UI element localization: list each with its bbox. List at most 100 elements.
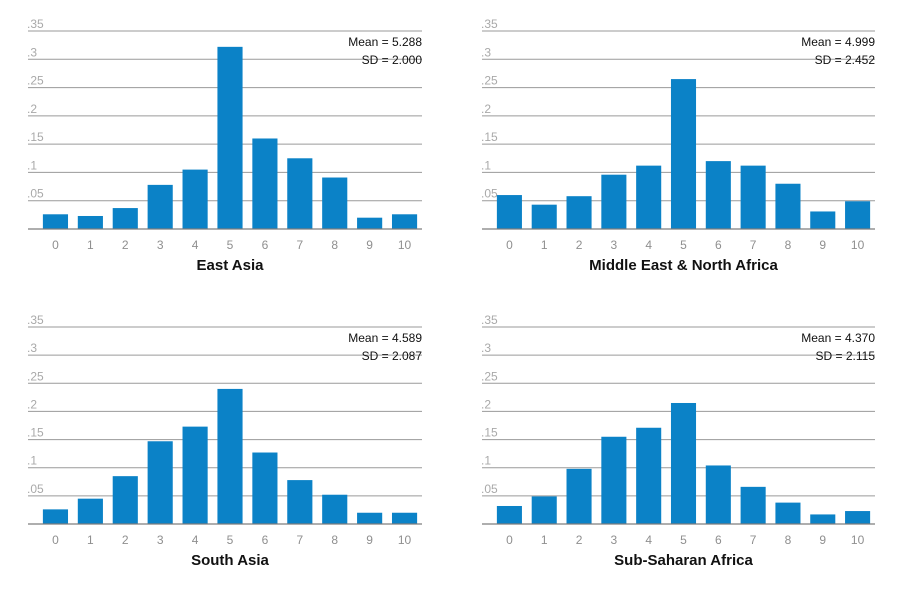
bar-south-asia-1: [77, 498, 103, 524]
x-tick-label: 6: [262, 533, 269, 547]
bar-east-asia-3: [147, 184, 173, 229]
x-tick-label: 9: [819, 238, 826, 252]
x-tick-label: 4: [192, 533, 199, 547]
y-tick-label: .35: [481, 17, 498, 31]
y-tick-label: .35: [27, 313, 44, 327]
y-tick-label: .35: [27, 17, 44, 31]
mean-label: Mean = 4.589: [348, 331, 422, 345]
bar-south-asia-0: [42, 509, 69, 524]
x-tick-label: 7: [296, 238, 303, 252]
bar-east-asia-0: [42, 214, 69, 229]
bar-middle-east-and-north-africa-2: [566, 196, 592, 229]
x-tick-label: 0: [506, 238, 513, 252]
x-tick-label: 7: [750, 533, 757, 547]
bar-south-asia-10: [391, 512, 418, 524]
bar-middle-east-and-north-africa-3: [601, 174, 627, 229]
bar-south-asia-3: [147, 441, 173, 524]
bar-sub-saharan-africa-3: [601, 436, 627, 524]
x-tick-label: 2: [122, 533, 129, 547]
bar-south-asia-9: [357, 512, 383, 524]
bar-middle-east-and-north-africa-4: [636, 165, 662, 229]
x-tick-label: 2: [576, 533, 583, 547]
sd-label: SD = 2.452: [815, 53, 876, 67]
chart-sub-saharan-africa: .05 .1 .15 .2 .25 .3 .35 0 1 2 3 4 5 6 7 8 9 10 Mean = 4.3…: [481, 313, 875, 569]
y-tick-label: .15: [481, 426, 498, 440]
sd-label: SD = 2.087: [362, 349, 423, 363]
x-tick-label: 3: [157, 238, 164, 252]
bar-middle-east-and-north-africa-9: [810, 211, 836, 229]
x-tick-label: 3: [157, 533, 164, 547]
y-tick-label: .1: [481, 158, 491, 172]
chart-title: South Asia: [191, 552, 269, 569]
chart-south-asia: .05 .1 .15 .2 .25 .3 .35 0 1 2 3 4 5 6 7 8 9 10 Mean = 4.5…: [27, 313, 422, 569]
y-tick-label: .35: [481, 313, 498, 327]
y-tick-label: .05: [481, 187, 498, 201]
mean-label: Mean = 4.999: [801, 35, 875, 49]
x-tick-label: 6: [715, 238, 722, 252]
x-tick-label: 1: [541, 238, 548, 252]
bar-east-asia-1: [77, 215, 103, 229]
y-tick-label: .05: [27, 187, 44, 201]
x-tick-label: 5: [680, 238, 687, 252]
x-tick-label: 10: [851, 238, 865, 252]
y-tick-label: .3: [27, 45, 37, 59]
bar-south-asia-5: [217, 388, 243, 524]
bar-middle-east-and-north-africa-1: [531, 204, 557, 229]
y-tick-label: .1: [27, 158, 37, 172]
x-tick-label: 10: [851, 533, 865, 547]
y-tick-label: .15: [27, 130, 44, 144]
y-tick-label: .2: [481, 397, 491, 411]
y-tick-label: .2: [481, 102, 491, 116]
bar-middle-east-and-north-africa-8: [775, 183, 801, 229]
chart-title: East Asia: [197, 257, 265, 274]
bar-sub-saharan-africa-9: [810, 514, 836, 524]
x-tick-label: 10: [398, 533, 412, 547]
x-tick-label: 7: [750, 238, 757, 252]
y-tick-label: .15: [481, 130, 498, 144]
y-tick-label: .3: [481, 45, 491, 59]
bar-east-asia-9: [357, 217, 383, 229]
bar-east-asia-8: [322, 177, 348, 229]
sd-label: SD = 2.115: [816, 349, 876, 363]
x-tick-label: 9: [366, 238, 373, 252]
bar-south-asia-6: [252, 452, 278, 524]
x-tick-label: 8: [785, 533, 792, 547]
sd-label: SD = 2.000: [362, 53, 423, 67]
bar-middle-east-and-north-africa-7: [740, 165, 766, 229]
x-tick-label: 0: [52, 238, 59, 252]
bar-sub-saharan-africa-7: [740, 486, 766, 524]
x-tick-label: 0: [52, 533, 59, 547]
bar-middle-east-and-north-africa-6: [705, 161, 731, 229]
x-tick-label: 8: [785, 238, 792, 252]
bar-south-asia-2: [112, 476, 138, 524]
x-tick-label: 3: [611, 238, 618, 252]
y-tick-label: .2: [27, 102, 37, 116]
chart-middle-east-and-north-africa: .05 .1 .15 .2 .25 .3 .35 0 1 2 3 4 5 6 7 8 9 10 Mean = 4.9…: [481, 17, 875, 274]
x-tick-label: 7: [296, 533, 303, 547]
mean-label: Mean = 5.288: [348, 35, 422, 49]
y-tick-label: .25: [481, 74, 498, 88]
bar-south-asia-4: [182, 426, 208, 524]
x-tick-label: 8: [331, 533, 338, 547]
x-tick-label: 1: [87, 238, 94, 252]
bar-east-asia-7: [287, 158, 313, 229]
bar-east-asia-4: [182, 169, 208, 229]
bar-sub-saharan-africa-10: [845, 511, 871, 524]
chart-east-asia: .05 .1 .15 .2 .25 .3 .35 0 1 2 3 4 5 6 7 8 9 10 Mean = 5.2…: [27, 17, 422, 274]
x-tick-label: 9: [819, 533, 826, 547]
y-tick-label: .3: [27, 341, 37, 355]
bar-middle-east-and-north-africa-0: [496, 195, 522, 229]
x-tick-label: 1: [87, 533, 94, 547]
x-tick-label: 9: [366, 533, 373, 547]
y-tick-label: .3: [481, 341, 491, 355]
bar-sub-saharan-africa-0: [496, 505, 522, 524]
x-tick-label: 5: [227, 238, 234, 252]
chart-title: Sub-Saharan Africa: [614, 552, 753, 569]
bar-middle-east-and-north-africa-10: [845, 201, 871, 229]
bar-east-asia-10: [391, 214, 418, 229]
x-tick-label: 8: [331, 238, 338, 252]
x-tick-label: 2: [576, 238, 583, 252]
y-tick-label: .15: [27, 426, 44, 440]
y-tick-label: .1: [27, 454, 37, 468]
